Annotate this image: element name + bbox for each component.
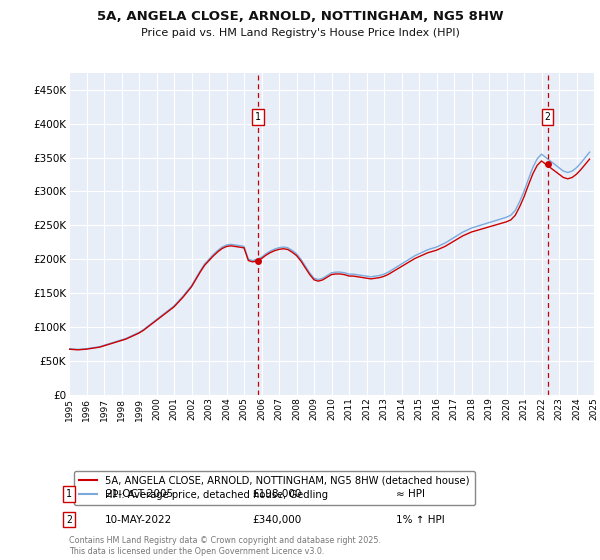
Text: 2: 2 [66, 515, 72, 525]
Text: 1: 1 [255, 112, 261, 122]
Text: 10-MAY-2022: 10-MAY-2022 [105, 515, 172, 525]
Text: ≈ HPI: ≈ HPI [396, 489, 425, 499]
Text: 5A, ANGELA CLOSE, ARNOLD, NOTTINGHAM, NG5 8HW: 5A, ANGELA CLOSE, ARNOLD, NOTTINGHAM, NG… [97, 10, 503, 23]
Text: 1% ↑ HPI: 1% ↑ HPI [396, 515, 445, 525]
Legend: 5A, ANGELA CLOSE, ARNOLD, NOTTINGHAM, NG5 8HW (detached house), HPI: Average pri: 5A, ANGELA CLOSE, ARNOLD, NOTTINGHAM, NG… [74, 470, 475, 505]
Text: Price paid vs. HM Land Registry's House Price Index (HPI): Price paid vs. HM Land Registry's House … [140, 28, 460, 38]
Text: Contains HM Land Registry data © Crown copyright and database right 2025.
This d: Contains HM Land Registry data © Crown c… [69, 536, 381, 556]
Text: £340,000: £340,000 [252, 515, 301, 525]
Text: 21-OCT-2005: 21-OCT-2005 [105, 489, 173, 499]
Text: £198,000: £198,000 [252, 489, 301, 499]
Text: 2: 2 [545, 112, 551, 122]
Text: 1: 1 [66, 489, 72, 499]
